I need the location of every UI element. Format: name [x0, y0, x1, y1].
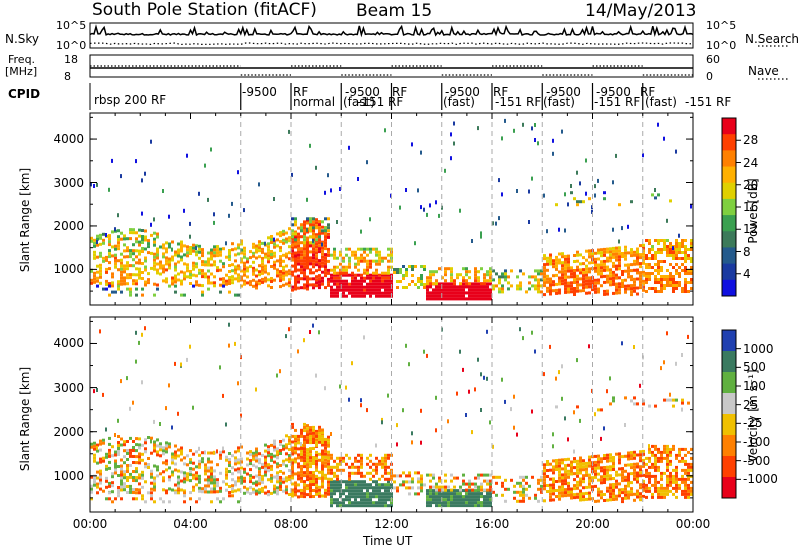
nave-tick-top: 60	[706, 53, 720, 66]
power-colorbar-tick-label-0: 28	[743, 133, 759, 148]
cpid-segment-2: RF	[293, 85, 309, 99]
freq-tick-bottom: 8	[64, 70, 71, 83]
velocity-colorbar-tick-label-7: -1000	[743, 472, 778, 487]
cpid-segment-5: -9500	[345, 85, 380, 99]
velocity-colorbar-swatch-1	[722, 351, 736, 373]
freq-strip-frame	[89, 54, 694, 78]
cpid-segment-14: -9500	[596, 85, 631, 99]
x-axis-label: Time UT	[363, 534, 413, 548]
velocity-colorbar-swatch-3	[722, 393, 736, 415]
power-colorbar-swatch-8	[722, 247, 736, 265]
nsearch-series-line	[89, 42, 694, 46]
cpid-segment-18: -151 RF	[685, 95, 732, 109]
nsky-series-line	[89, 24, 694, 38]
velocity-colorbar-swatch-5	[722, 435, 736, 457]
freq-label-line2: [MHz]	[5, 65, 38, 78]
panel-velocity-last-cell	[690, 492, 693, 496]
beam-label: Beam 15	[356, 1, 433, 21]
cpid-segment-0: rbsp 200 RF	[94, 93, 167, 107]
velocity-colorbar-tick-label-5: -100	[743, 435, 771, 449]
nsearch-tick-top: 10^5	[706, 19, 737, 32]
nsky-tick-top: 10^5	[56, 19, 87, 32]
velocity-colorbar-tick-label-2: 100	[743, 379, 766, 393]
cpid-segment-8: -9500	[445, 85, 480, 99]
velocity-panel-ylabel: Slant Range [km]	[18, 366, 32, 472]
station-title: South Pole Station (fitACF)	[92, 0, 317, 20]
cpid-label: CPID	[8, 87, 41, 101]
x-tick-label-3: 12:00	[374, 517, 409, 531]
nave-label: Nave	[748, 64, 779, 78]
panel-velocity-ytick-label-3: 1000	[53, 468, 84, 483]
velocity-colorbar-tick-label-0: 1000	[743, 341, 774, 356]
panel-velocity-ytick-label-0: 4000	[53, 336, 84, 351]
cpid-segment-15: RF	[640, 85, 656, 99]
power-panel-ylabel: Slant Range [km]	[18, 167, 32, 273]
velocity-colorbar-frame	[721, 329, 737, 499]
x-tick-label-6: 00:00	[675, 517, 711, 531]
power-colorbar-tick-label-4: 12	[743, 222, 759, 237]
velocity-colorbar-tick-label-3: 25	[743, 397, 759, 412]
x-tick-label-5: 20:00	[575, 517, 610, 531]
power-colorbar-swatch-7	[722, 231, 736, 248]
power-colorbar-swatch-5	[722, 198, 736, 216]
nsky-label: N.Sky	[5, 32, 40, 46]
cpid-segment-17: (fast)	[645, 95, 677, 109]
power-colorbar-swatch-4	[722, 182, 736, 200]
nsky-strip-frame	[89, 22, 694, 49]
power-colorbar-tick-label-3: 16	[743, 200, 759, 214]
power-colorbar-swatch-2	[722, 150, 736, 168]
x-tick-label-0: 00:00	[72, 517, 108, 531]
power-colorbar-tick-label-1: 24	[743, 155, 759, 170]
cpid-segment-6: RF	[392, 85, 408, 99]
power-colorbar-swatch-0	[722, 118, 736, 135]
power-colorbar-swatch-9	[722, 263, 736, 281]
panel-power-ytick-label-2: 2000	[53, 218, 84, 233]
power-colorbar-swatch-6	[722, 215, 736, 232]
cpid-segment-11: -151 RF	[495, 95, 542, 109]
cpid-segment-3: normal	[293, 95, 336, 109]
velocity-colorbar-tick-label-1: 500	[743, 360, 766, 375]
power-colorbar-swatch-3	[722, 166, 736, 184]
velocity-colorbar-tick-label-6: -500	[743, 453, 771, 468]
panel-power-ytick-label-0: 4000	[53, 132, 84, 147]
velocity-colorbar-swatch-7	[722, 477, 736, 499]
cpid-segment-12: -9500	[546, 85, 581, 99]
cpid-segment-7: -151 RF	[357, 95, 404, 109]
x-tick-label-4: 16:00	[474, 517, 510, 531]
velocity-colorbar-swatch-0	[722, 330, 736, 352]
velocity-colorbar-tick-label-4: -25	[743, 416, 763, 431]
nsky-tick-bottom: 10^0	[56, 39, 87, 52]
nsearch-label: N.Search	[745, 32, 800, 46]
x-tick-label-2: 08:00	[273, 517, 309, 531]
velocity-colorbar-swatch-6	[722, 456, 736, 478]
panel-velocity-ytick-label-1: 3000	[53, 380, 84, 395]
power-colorbar-tick-label-6: 4	[743, 266, 751, 281]
cpid-segment-9: (fast)	[443, 95, 475, 109]
freq-tick-top: 18	[64, 53, 78, 66]
panel-velocity-ytick-label-2: 2000	[53, 424, 84, 439]
power-colorbar-swatch-10	[722, 279, 736, 297]
cpid-segment-13: (fast)	[543, 95, 575, 109]
date-label: 14/May/2013	[585, 1, 697, 21]
cpid-segment-16: -151 RF	[594, 95, 641, 109]
power-colorbar-tick-label-5: 8	[743, 244, 751, 259]
power-colorbar-tick-label-2: 20	[743, 177, 759, 192]
cpid-segment-4: (fast)	[343, 95, 375, 109]
freq-label-line1: Freq.	[8, 53, 36, 66]
x-tick-label-1: 04:00	[173, 517, 208, 531]
panel-power-ytick-label-1: 3000	[53, 175, 84, 190]
power-colorbar-swatch-1	[722, 134, 736, 151]
velocity-colorbar-swatch-4	[722, 414, 736, 436]
cpid-segment-1: -9500	[242, 85, 277, 99]
nave-tick-bottom: 0	[706, 70, 713, 83]
panel-power-last-cell	[690, 204, 692, 209]
panel-power-ytick-label-3: 1000	[53, 262, 84, 277]
cpid-segment-10: RF	[493, 85, 509, 99]
nsearch-tick-bottom: 10^0	[706, 39, 737, 52]
velocity-colorbar-swatch-2	[722, 372, 736, 394]
